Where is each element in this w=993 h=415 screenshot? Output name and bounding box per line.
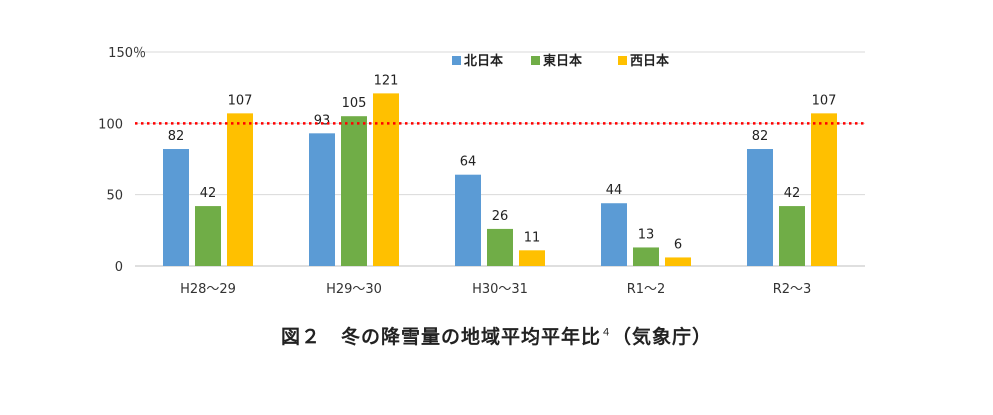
x-tick-label: H28～29 (180, 282, 236, 297)
data-label: 105 (342, 96, 367, 111)
y-tick-label: 100 (98, 117, 123, 132)
data-label: 107 (228, 93, 253, 108)
bar (633, 247, 659, 266)
bar (455, 174, 481, 266)
bar (373, 93, 399, 266)
x-tick-label: H30～31 (472, 282, 528, 297)
caption-text: 図２ 冬の降雪量の地域平均平年比 (280, 326, 601, 348)
legend-swatch (452, 56, 461, 65)
bar (779, 206, 805, 266)
data-label: 82 (168, 129, 185, 144)
bar (519, 250, 545, 266)
data-label: 11 (524, 230, 541, 245)
data-label: 64 (460, 155, 477, 170)
caption-source: （気象庁） (612, 326, 713, 348)
data-label: 42 (200, 186, 217, 201)
bars (163, 93, 837, 266)
legend: 北日本 東日本 西日本 (452, 53, 669, 69)
data-label: 6 (674, 237, 682, 252)
bar (811, 113, 837, 266)
figure-caption: 図２ 冬の降雪量の地域平均平年比４（気象庁） (0, 322, 993, 349)
bar (227, 113, 253, 266)
y-tick-label: 150％ (108, 46, 146, 61)
data-label: 26 (492, 209, 509, 224)
data-label: 42 (784, 186, 801, 201)
bar (665, 257, 691, 266)
x-tick-label: H29～30 (326, 282, 382, 297)
data-label: 82 (752, 129, 769, 144)
bar (341, 116, 367, 266)
legend-swatch (531, 56, 540, 65)
bar (309, 133, 335, 266)
bar (487, 228, 513, 266)
y-tick-label: 50 (106, 189, 123, 204)
bar-chart: 0 50 100 150％ 82 42 107 93 105 121 64 26 11 44 13 6 82 4… (98, 46, 865, 297)
x-axis-ticks: H28～29 H29～30 H30～31 R1～2 R2～3 (180, 282, 811, 297)
data-label: 93 (314, 113, 331, 128)
legend-label: 北日本 (464, 53, 503, 69)
legend-label: 西日本 (630, 53, 669, 69)
bar (195, 206, 221, 266)
x-tick-label: R1～2 (627, 282, 666, 297)
bar (601, 203, 627, 266)
data-label: 44 (606, 183, 623, 198)
x-tick-label: R2～3 (773, 282, 812, 297)
caption-footnote-mark: ４ (601, 327, 612, 339)
y-tick-label: 0 (115, 260, 123, 275)
bar (747, 149, 773, 266)
data-labels: 82 42 107 93 105 121 64 26 11 44 13 6 82 42 107 (168, 73, 837, 252)
y-axis-ticks: 0 50 100 150％ (98, 46, 146, 275)
legend-label: 東日本 (543, 53, 582, 69)
legend-swatch (618, 56, 627, 65)
data-label: 13 (638, 227, 655, 242)
bar (163, 149, 189, 266)
data-label: 107 (812, 93, 837, 108)
data-label: 121 (374, 73, 399, 88)
